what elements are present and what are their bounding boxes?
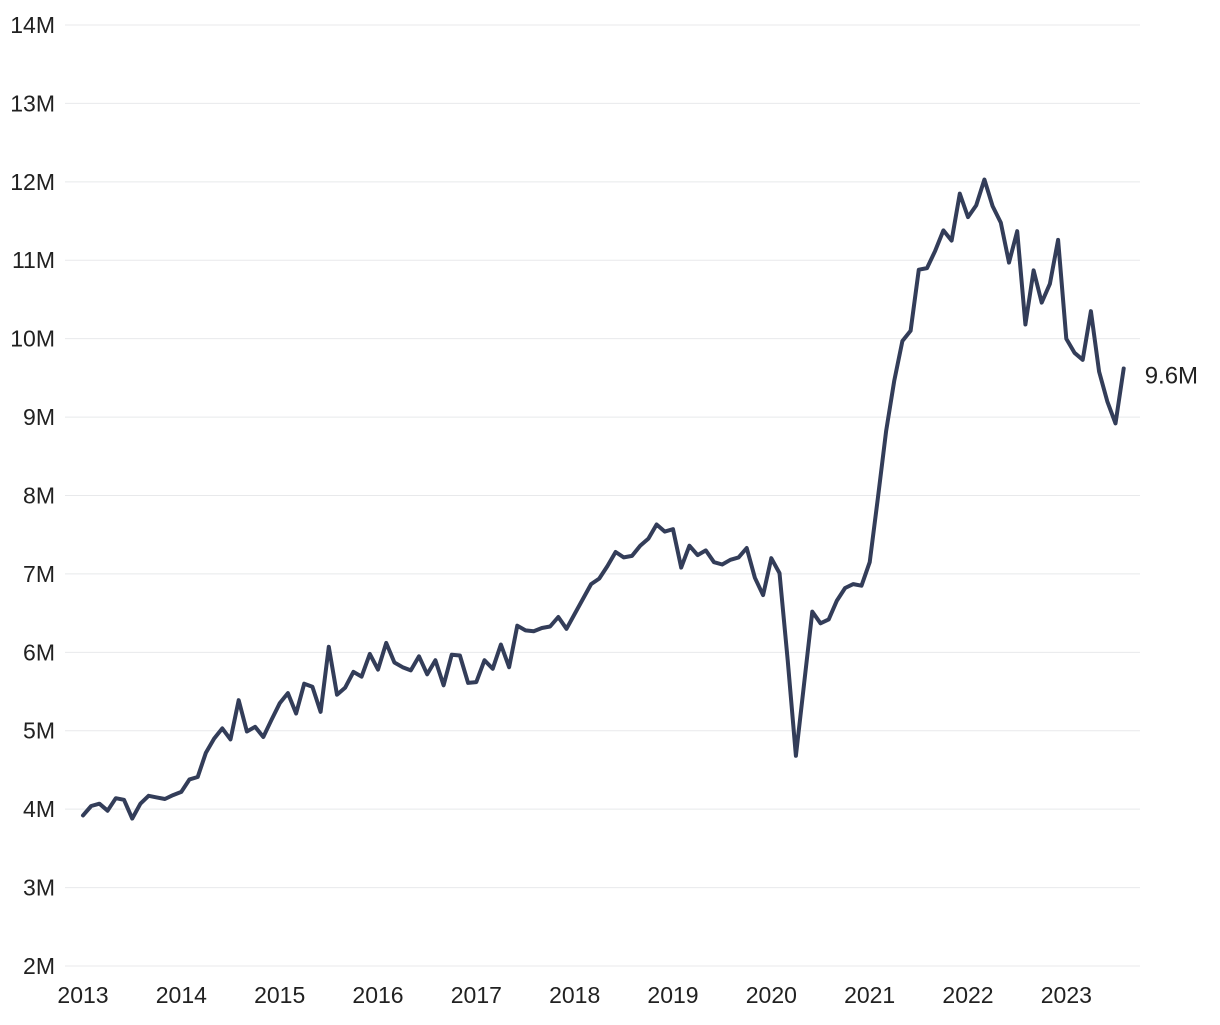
- y-axis-labels: 2M 3M 4M 5M 6M 7M 8M 9M 10M 11M 12M 13M 14M: [10, 12, 55, 979]
- x-axis-tick-label: 2022: [942, 982, 993, 1008]
- x-axis-tick-label: 2016: [352, 982, 403, 1008]
- y-axis-tick-label: 12M: [10, 169, 55, 195]
- x-axis-tick-label: 2014: [156, 982, 207, 1008]
- x-axis-labels: 2013 2014 2015 2016 2017 2018 2019 2020 2021 2022…: [57, 982, 1092, 1008]
- x-axis-tick-label: 2023: [1041, 982, 1092, 1008]
- x-axis-tick-label: 2018: [549, 982, 600, 1008]
- x-axis-tick-label: 2013: [57, 982, 108, 1008]
- y-axis-tick-label: 13M: [10, 90, 55, 116]
- y-axis-tick-label: 3M: [23, 875, 55, 901]
- data-series-line: [81, 177, 1126, 821]
- y-axis-tick-label: 8M: [23, 482, 55, 508]
- y-axis-tick-label: 4M: [23, 796, 55, 822]
- series-layer: [81, 177, 1126, 821]
- y-axis-tick-label: 9M: [23, 404, 55, 430]
- y-axis-tick-label: 14M: [10, 12, 55, 38]
- x-axis-tick-label: 2021: [844, 982, 895, 1008]
- y-axis-tick-label: 6M: [23, 639, 55, 665]
- x-axis-tick-label: 2017: [451, 982, 502, 1008]
- x-axis-tick-label: 2015: [254, 982, 305, 1008]
- end-value-label: 9.6M: [1145, 362, 1198, 389]
- gridlines-layer: [65, 24, 1140, 967]
- x-axis-tick-label: 2020: [746, 982, 797, 1008]
- y-axis-tick-label: 7M: [23, 561, 55, 587]
- x-axis-tick-label: 2019: [647, 982, 698, 1008]
- y-axis-tick-label: 10M: [10, 326, 55, 352]
- y-axis-tick-label: 5M: [23, 718, 55, 744]
- y-axis-tick-label: 2M: [23, 953, 55, 979]
- annotation-layer: 9.6M: [1145, 362, 1198, 389]
- y-axis-tick-label: 11M: [12, 247, 55, 273]
